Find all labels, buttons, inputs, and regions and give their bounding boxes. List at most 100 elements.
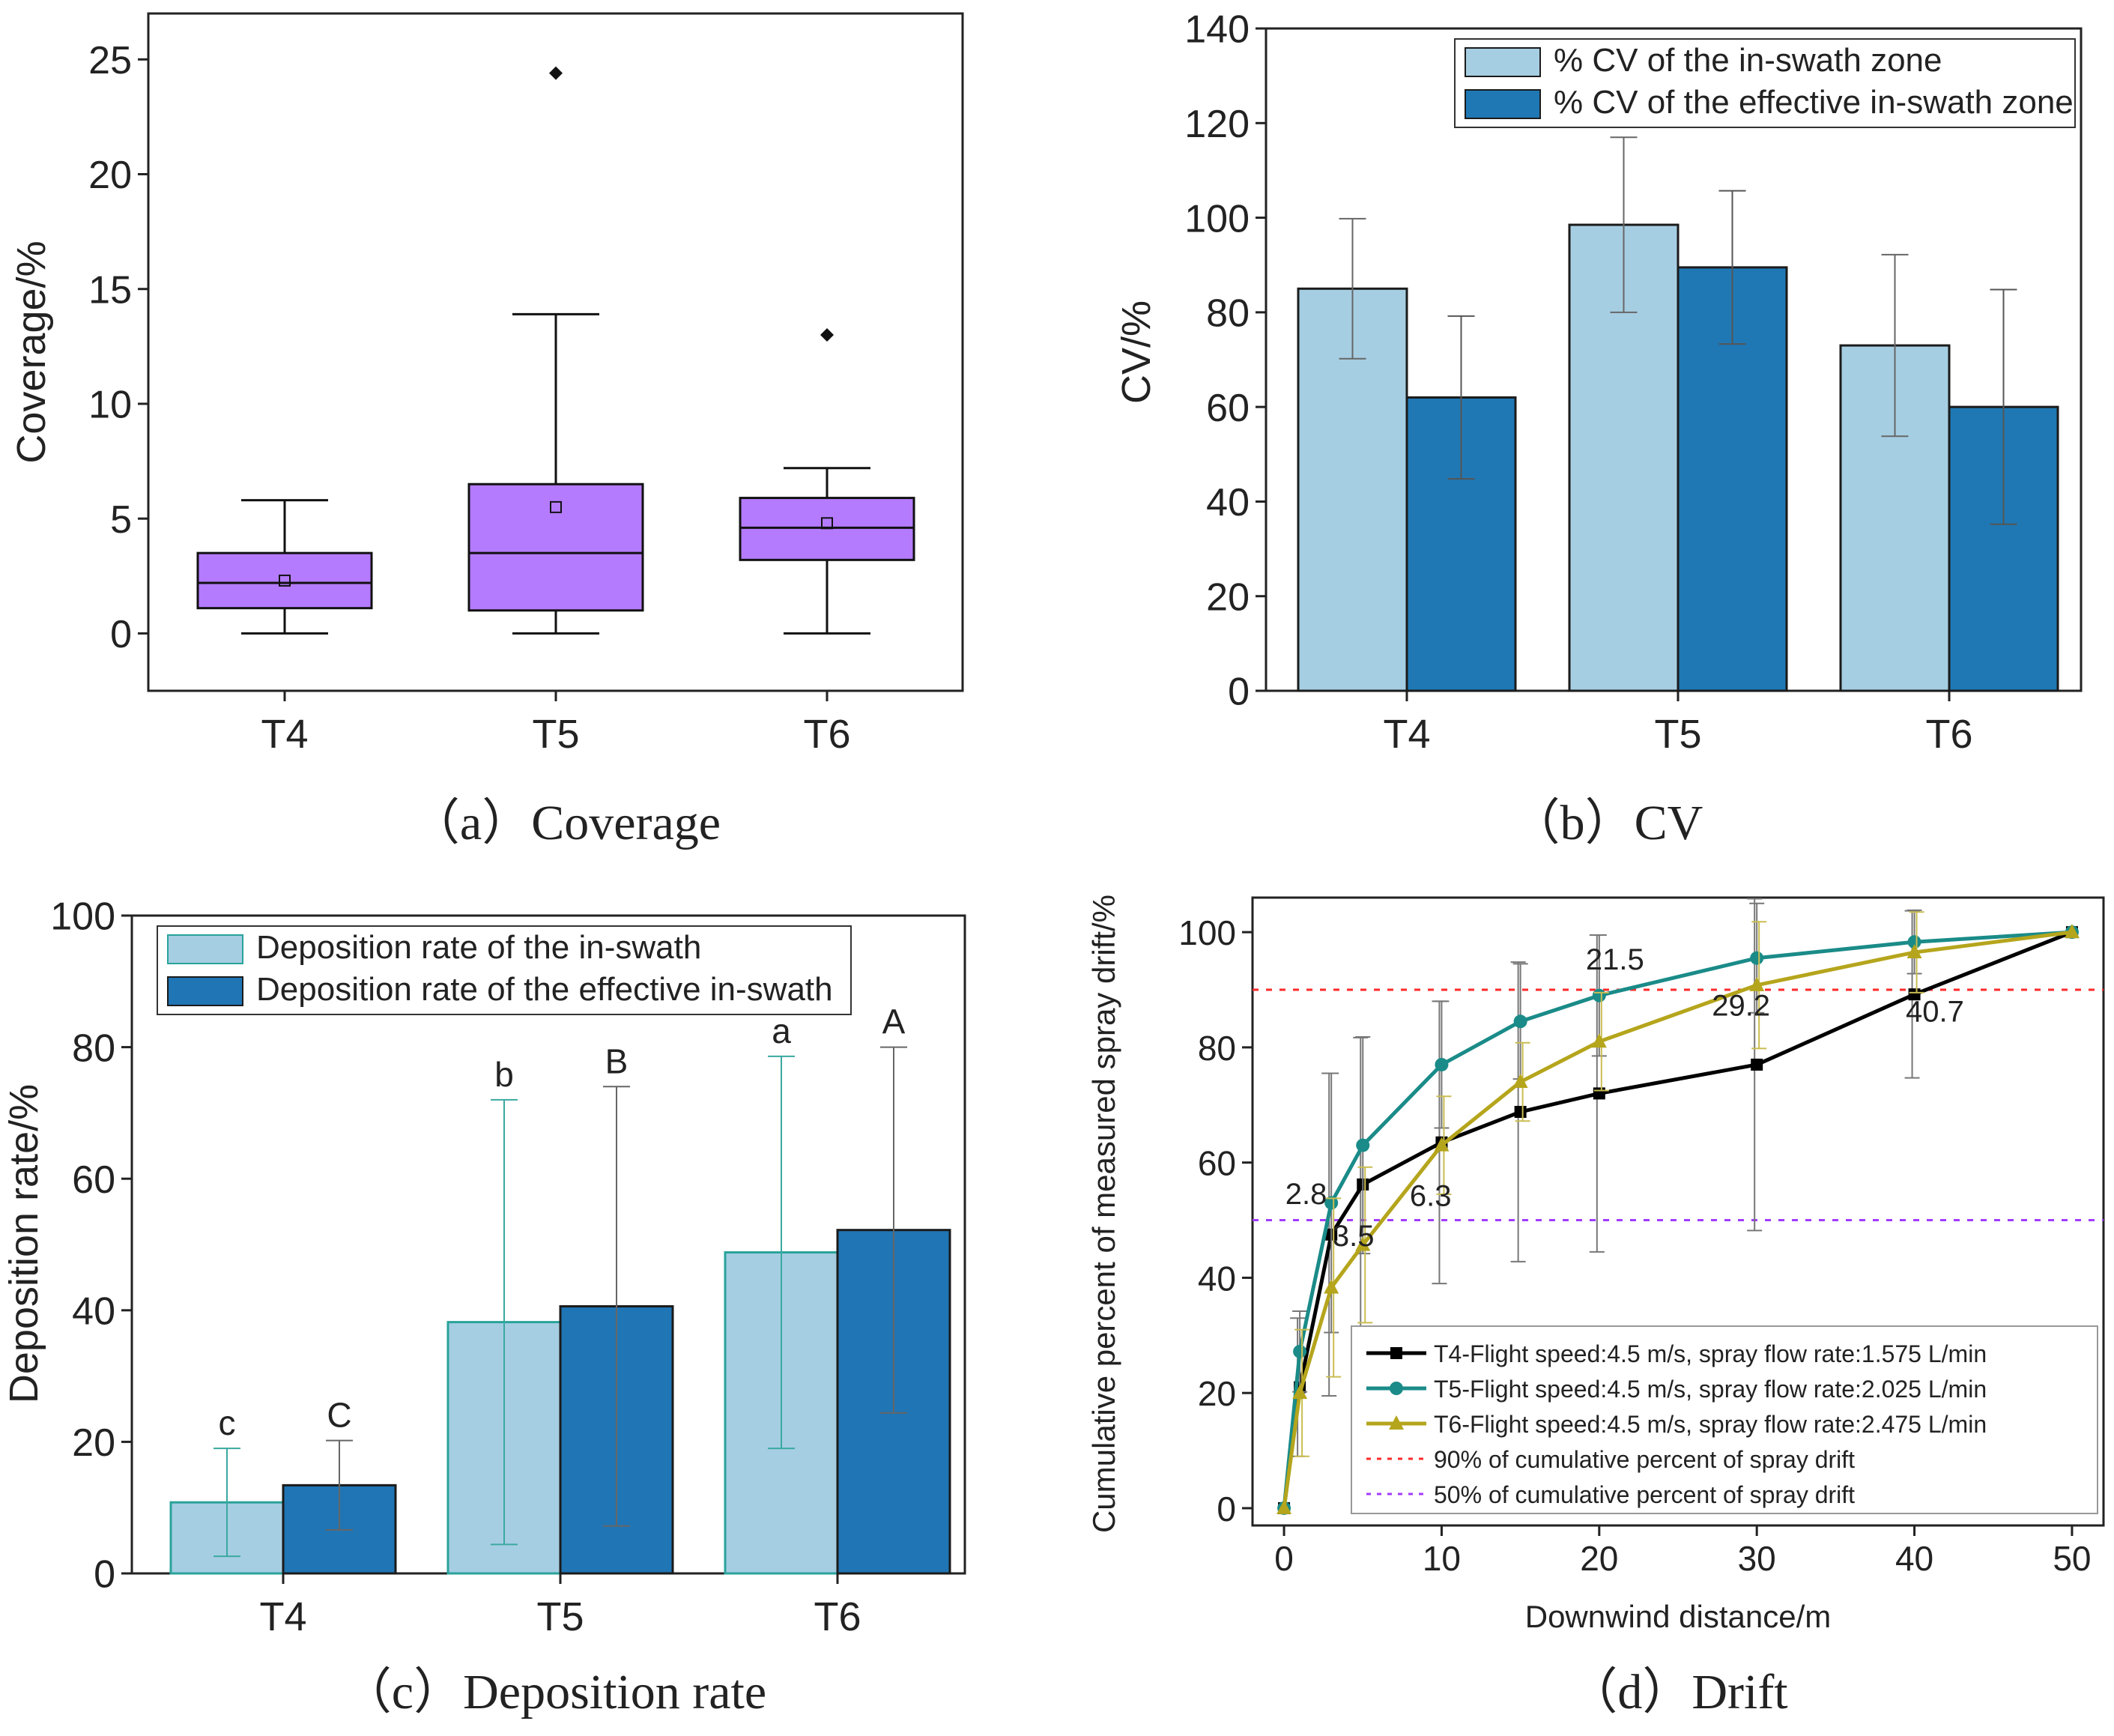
c-ytick-label: 80	[72, 1026, 115, 1070]
d-legend-marker	[1390, 1382, 1403, 1395]
d-point-circle	[1356, 1138, 1370, 1152]
d-point-triangle	[2064, 924, 2080, 939]
a-ytick-label: 5	[110, 498, 132, 542]
c-significance-letter: a	[772, 1011, 791, 1050]
a-box-T4	[196, 499, 373, 635]
b-legend-label: % CV of the effective in-swath zone	[1554, 84, 2074, 121]
a-ytick-label: 10	[88, 384, 132, 427]
a-xtick-label: T6	[803, 712, 850, 757]
b-legend: % CV of the in-swath zone % CV of the eff…	[1454, 38, 2076, 128]
d-annotation-label: 21.5	[1586, 943, 1644, 976]
d-point-triangle	[1906, 944, 1922, 959]
a-ytick-label: 0	[110, 613, 132, 656]
d-legend-marker	[1390, 1347, 1402, 1359]
c-legend-label: Deposition rate of the in-swath	[256, 929, 701, 966]
a-mean-marker	[279, 574, 291, 587]
d-point-square	[1514, 1105, 1527, 1118]
d-xtick-label: 10	[1423, 1539, 1461, 1578]
b-legend-swatch	[1465, 47, 1541, 77]
a-ytick-label: 15	[88, 268, 132, 312]
c-ytick-label: 20	[72, 1421, 115, 1465]
d-xtick-label: 20	[1580, 1539, 1618, 1578]
d-legend-label: 50% of cumulative percent of spray drift	[1434, 1481, 1855, 1508]
c-legend: Deposition rate of the in-swath Depositio…	[157, 925, 852, 1015]
c-xtick-label: T5	[536, 1594, 584, 1639]
d-xtick-label: 40	[1895, 1539, 1933, 1578]
d-ytick-label: 60	[1198, 1144, 1236, 1183]
panel-d-drift: 0 20 40 60 80 100 0 10 20 30 40 50 Downwind distance…	[1086, 895, 2105, 1720]
a-box-T6	[739, 328, 915, 635]
a-xtick-label: T5	[532, 712, 579, 757]
c-legend-swatch	[167, 976, 243, 1006]
b-ytick-label: 60	[1206, 387, 1250, 430]
c-significance-letter: C	[327, 1396, 351, 1435]
c-significance-letter: B	[605, 1041, 629, 1080]
d-point-square	[1751, 1058, 1763, 1071]
d-annotation-label: 6.3	[1410, 1179, 1452, 1212]
d-point-circle	[1324, 1196, 1339, 1210]
d-ytick-label: 100	[1178, 913, 1236, 952]
a-outlier-point	[549, 66, 563, 80]
b-xtick-label: T4	[1383, 712, 1430, 757]
c-ytick-label: 60	[72, 1158, 115, 1202]
d-ylabel: Cumulative percent of measured spray dri…	[1086, 895, 1121, 1533]
b-legend-label: % CV of the in-swath zone	[1554, 42, 1942, 79]
c-significance-letter: b	[494, 1055, 514, 1094]
b-caption: （b）CV	[1511, 796, 1703, 850]
d-point-triangle	[1292, 1385, 1308, 1400]
d-point-triangle	[1276, 1499, 1292, 1514]
a-xtick-label: T4	[261, 712, 308, 757]
d-point-circle	[1513, 1014, 1527, 1029]
d-ytick-label: 80	[1198, 1029, 1236, 1068]
d-legend-label: T5-Flight speed:4.5 m/s, spray flow rate…	[1434, 1376, 1987, 1403]
c-caption: （c）Deposition rate	[342, 1665, 766, 1720]
c-significance-letter: A	[882, 1002, 906, 1041]
b-legend-swatch	[1465, 89, 1541, 119]
b-legend-frame	[1454, 38, 2076, 128]
d-point-circle	[1592, 988, 1606, 1002]
b-ytick-label: 20	[1206, 575, 1250, 619]
b-ytick-label: 40	[1206, 481, 1250, 524]
d-xtick-label: 30	[1738, 1539, 1776, 1578]
a-ytick-label: 20	[88, 154, 132, 197]
c-ytick-label: 100	[50, 895, 115, 939]
c-ytick-label: 40	[72, 1290, 115, 1334]
d-legend-label: 90% of cumulative percent of spray drift	[1434, 1446, 1855, 1473]
c-xtick-label: T6	[814, 1594, 861, 1639]
d-series-line	[1282, 930, 2073, 1509]
d-plot-frame	[1251, 896, 2105, 1527]
d-point-triangle	[1434, 1137, 1450, 1152]
c-ylabel: Deposition rate/%	[1, 1084, 46, 1403]
d-annotation-label: 2.8	[1285, 1178, 1327, 1211]
d-xtick-label: 50	[2053, 1539, 2091, 1578]
a-outlier-point	[820, 328, 834, 342]
d-series-2	[1277, 902, 2079, 1515]
b-ytick-label: 80	[1206, 292, 1250, 336]
d-point-circle	[1435, 1057, 1449, 1071]
d-series-3	[1276, 911, 2080, 1514]
d-point-triangle	[1512, 1074, 1528, 1089]
d-point-triangle	[1749, 976, 1765, 991]
a-mean-marker	[821, 517, 833, 530]
d-annotation-label: 29.2	[1712, 990, 1770, 1023]
a-box-iqr	[467, 483, 644, 612]
a-mean-marker	[550, 500, 562, 513]
d-series-line	[1282, 930, 2073, 1509]
d-ytick-label: 40	[1198, 1259, 1236, 1298]
d-point-square	[1593, 1087, 1605, 1100]
b-xtick-label: T5	[1654, 712, 1701, 757]
a-box-iqr	[196, 551, 373, 610]
d-caption: （d）Drift	[1568, 1665, 1787, 1720]
d-annotation-label: 3.5	[1333, 1220, 1375, 1253]
b-xtick-label: T6	[1925, 712, 1972, 757]
d-legend-label: T4-Flight speed:4.5 m/s, spray flow rate…	[1434, 1340, 1987, 1367]
c-significance-letter: c	[219, 1403, 236, 1442]
a-caption: （a）Coverage	[411, 796, 721, 850]
c-legend-frame	[157, 925, 852, 1015]
d-xlabel: Downwind distance/m	[1525, 1599, 1832, 1634]
a-ytick-label: 25	[88, 39, 132, 82]
d-point-circle	[1750, 951, 1764, 965]
c-xtick-label: T4	[259, 1594, 306, 1639]
b-ylabel: CV/%	[1114, 300, 1159, 404]
